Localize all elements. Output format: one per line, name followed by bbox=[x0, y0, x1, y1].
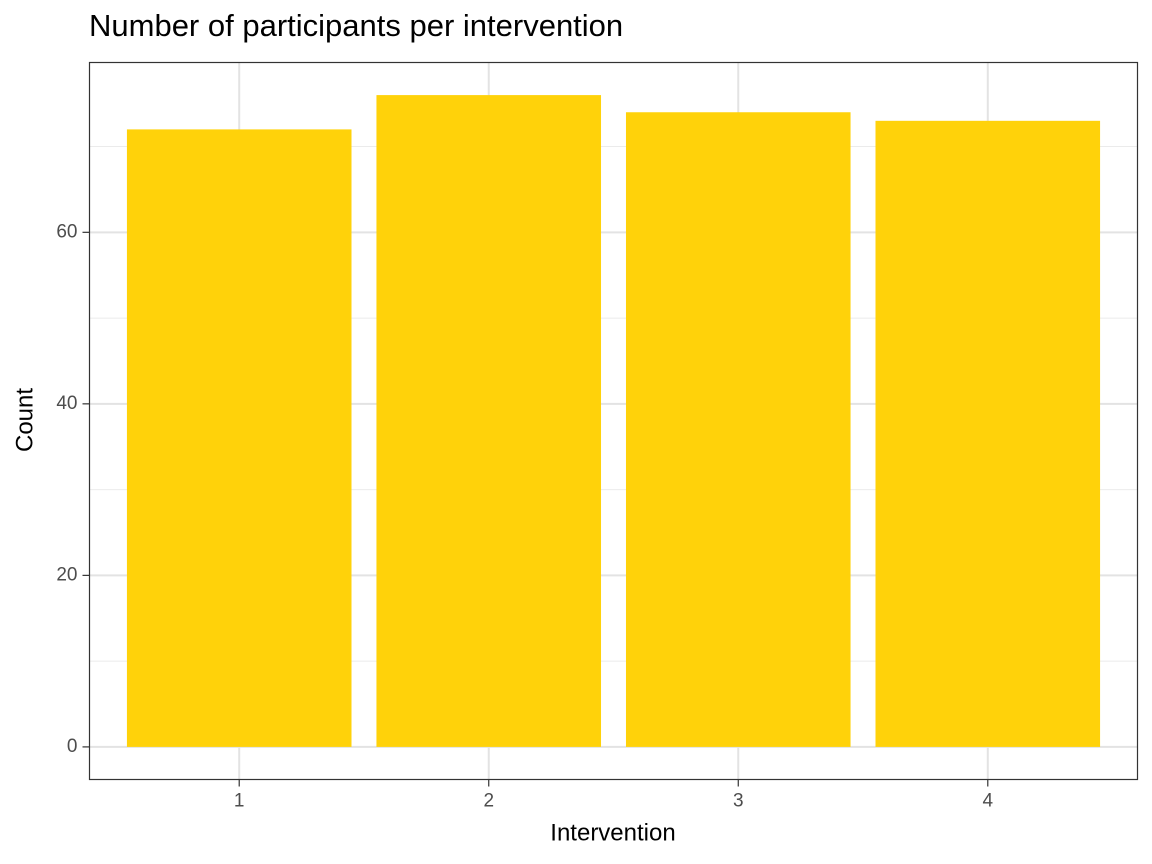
x-tick-label: 3 bbox=[733, 791, 744, 812]
x-tick-label: 1 bbox=[234, 791, 245, 812]
bar bbox=[376, 95, 602, 747]
panel-border bbox=[88, 61, 1139, 781]
bar bbox=[875, 120, 1101, 747]
y-tick-label: 60 bbox=[56, 221, 77, 242]
marks bbox=[126, 95, 1101, 747]
x-tick-label: 2 bbox=[483, 791, 494, 812]
bar bbox=[126, 129, 352, 747]
chart-title: Number of participants per intervention bbox=[89, 8, 623, 43]
y-tick-label: 0 bbox=[67, 736, 78, 757]
bar bbox=[625, 112, 851, 747]
y-tick-label: 20 bbox=[56, 564, 77, 585]
x-tick-label: 4 bbox=[982, 791, 993, 812]
y-axis-title: Count bbox=[11, 388, 38, 452]
x-axis-title: Intervention bbox=[550, 819, 675, 846]
y-tick-label: 40 bbox=[56, 393, 77, 414]
